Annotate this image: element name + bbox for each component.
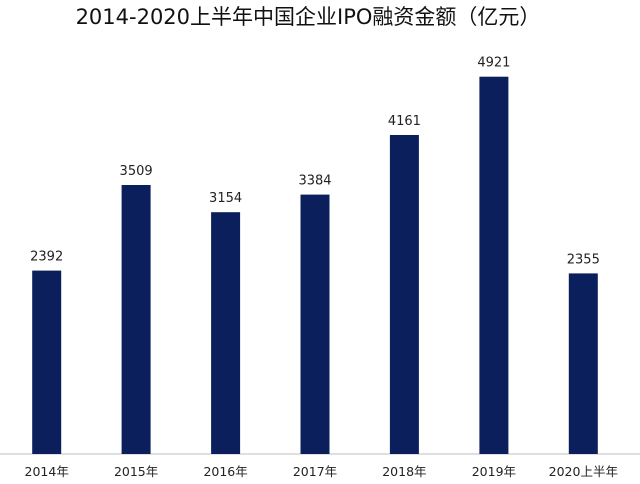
x-tick-label-3: 2017年 (293, 464, 337, 479)
x-tick-label-0: 2014年 (25, 464, 69, 479)
x-tick-label-6: 2020上半年 (549, 464, 618, 479)
data-label-4: 4161 (388, 114, 421, 129)
chart-title: 2014-2020上半年中国企业IPO融资金额（亿元） (76, 5, 541, 29)
bar-2 (211, 212, 241, 454)
bar-5 (479, 76, 509, 454)
bar-1 (121, 185, 151, 454)
x-tick-label-2: 2016年 (203, 464, 247, 479)
bar-0 (32, 270, 62, 454)
data-label-2: 3154 (209, 191, 242, 206)
bar-6 (568, 273, 598, 454)
x-tick-labels-group: 2014年 2015年 2016年 2017年 2018年 2019年 2020上半年 (25, 464, 618, 479)
data-label-0: 2392 (30, 250, 63, 265)
data-label-6: 2355 (567, 252, 600, 267)
data-label-3: 3384 (298, 174, 331, 189)
bar-3 (300, 194, 330, 454)
bar-4 (389, 135, 419, 454)
x-tick-label-1: 2015年 (114, 464, 158, 479)
bars-group (32, 76, 598, 454)
data-label-5: 4921 (477, 56, 510, 71)
data-label-1: 3509 (120, 164, 153, 179)
data-labels-group: 2392 3509 3154 3384 4161 4921 2355 (30, 56, 600, 268)
x-tick-label-4: 2018年 (382, 464, 426, 479)
x-tick-label-5: 2019年 (472, 464, 516, 479)
